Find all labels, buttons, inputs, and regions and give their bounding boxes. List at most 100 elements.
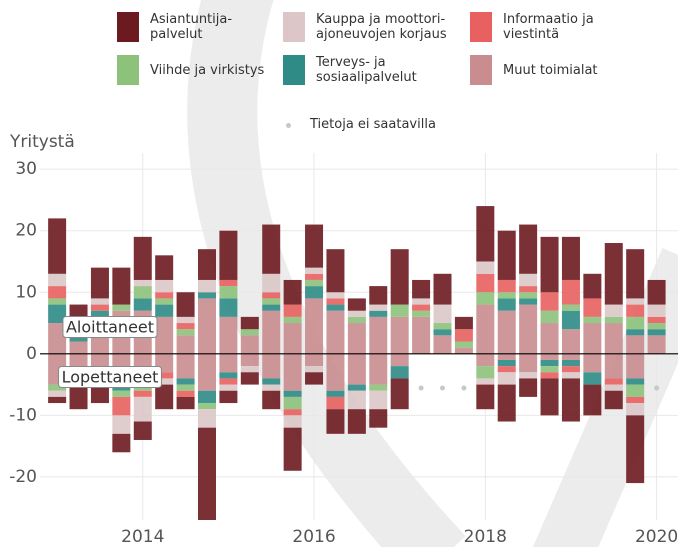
annotation: Aloittaneet xyxy=(62,316,158,338)
bar-segment xyxy=(197,298,216,354)
bar-segment xyxy=(262,384,281,391)
bar-segment xyxy=(369,316,388,354)
bar-segment xyxy=(176,292,195,317)
bar-segment xyxy=(476,304,495,354)
bar-segment xyxy=(176,335,195,354)
bar-segment xyxy=(476,273,495,293)
bar-segment xyxy=(454,329,473,342)
bar-segment xyxy=(347,353,366,385)
bar-segment xyxy=(519,224,538,274)
y-tick-label: -10 xyxy=(9,405,37,425)
bar-segment xyxy=(90,384,109,404)
bar-segment xyxy=(540,236,559,293)
bar-segment xyxy=(519,353,538,373)
y-tick-label: 20 xyxy=(15,221,37,241)
legend-swatch xyxy=(283,12,305,42)
bar-segment xyxy=(305,267,324,274)
bar-segment xyxy=(240,335,259,354)
bar-segment xyxy=(476,206,495,262)
bar-segment xyxy=(561,366,580,373)
bar-segment xyxy=(454,316,473,330)
legend-swatch xyxy=(283,55,305,85)
bar-segment xyxy=(197,353,216,391)
bar-segment xyxy=(561,310,580,330)
bar-segment xyxy=(604,378,623,385)
bar-segment xyxy=(369,384,388,391)
bar-segment xyxy=(262,390,281,410)
bar-segment xyxy=(48,390,67,397)
bar-segment xyxy=(305,366,324,373)
bar-segment xyxy=(561,304,580,311)
bar-segment xyxy=(412,304,431,311)
bar-segment xyxy=(283,316,302,324)
bar-segment xyxy=(262,298,281,305)
watermark xyxy=(187,0,466,547)
bar-segment xyxy=(604,353,623,379)
legend-label: Asiantuntija- palvelut xyxy=(150,12,233,42)
bar-segment xyxy=(155,304,174,317)
y-tick-label: 0 xyxy=(26,344,37,364)
bar-segment xyxy=(262,273,281,293)
bar-segment xyxy=(497,372,516,385)
bar-segment xyxy=(133,421,152,440)
bar-segment xyxy=(197,390,216,404)
bar-segment xyxy=(540,378,559,416)
bar-segment xyxy=(433,329,452,336)
bar-segment xyxy=(305,298,324,354)
bar-segment xyxy=(540,372,559,379)
bar-segment xyxy=(155,292,174,299)
bar-segment xyxy=(176,396,195,410)
bar-segment xyxy=(240,353,259,367)
legend-swatch xyxy=(470,12,492,42)
annotation-label: Aloittaneet xyxy=(66,318,154,337)
bar-segment xyxy=(583,323,602,354)
bar-segment xyxy=(454,347,473,354)
bar-segment xyxy=(476,384,495,410)
bar-segment xyxy=(369,304,388,311)
bar-segment xyxy=(326,390,345,397)
bar-segment xyxy=(390,249,409,305)
bar-segment xyxy=(48,323,67,354)
bar-segment xyxy=(540,366,559,373)
bar-segment xyxy=(497,292,516,299)
bar-segment xyxy=(540,359,559,367)
bar-segment xyxy=(133,286,152,299)
bar-segment xyxy=(176,323,195,330)
bar-segment xyxy=(561,353,580,360)
legend-swatch xyxy=(117,55,139,85)
legend-label: Informaatio ja viestintä xyxy=(503,12,594,42)
bar-segment xyxy=(561,236,580,280)
bar-segment xyxy=(219,378,238,385)
missing-dot xyxy=(418,385,424,391)
y-tick-label: 10 xyxy=(15,282,37,302)
bar-segment xyxy=(219,384,238,391)
bar-segment xyxy=(48,384,67,391)
bar-segment xyxy=(647,316,666,324)
bar-segment xyxy=(476,378,495,385)
y-tick-label: 30 xyxy=(15,159,37,179)
bar-segment xyxy=(476,261,495,274)
bar-segment xyxy=(219,286,238,299)
bar-segment xyxy=(519,286,538,293)
bar-segment xyxy=(176,316,195,324)
bar-segment xyxy=(540,292,559,311)
bar-segment xyxy=(283,323,302,354)
bar-segment xyxy=(647,279,666,305)
bar-segment xyxy=(497,298,516,311)
bar-segment xyxy=(497,230,516,280)
x-tick-label: 2016 xyxy=(292,527,335,547)
bar-segment xyxy=(604,243,623,305)
x-tick-label: 2018 xyxy=(464,527,507,547)
annotation-box xyxy=(58,366,162,388)
legend-swatch xyxy=(470,55,492,85)
bar-segment xyxy=(647,304,666,317)
bar-segment xyxy=(155,316,174,354)
bar-segment xyxy=(497,310,516,354)
bar-segment xyxy=(412,310,431,317)
bar-segment xyxy=(626,329,645,336)
bar-segment xyxy=(390,353,409,367)
bar-segment xyxy=(626,396,645,404)
bar-segment xyxy=(626,378,645,385)
bar-segment xyxy=(155,372,174,379)
bar-segment xyxy=(90,298,109,305)
